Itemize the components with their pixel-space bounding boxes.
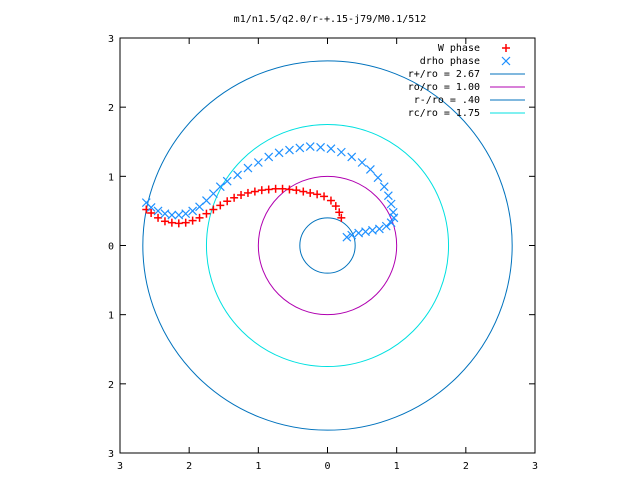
legend: W phase drho phase r+/ro = 2.67 ro/ro = 1.0… <box>408 43 525 119</box>
w-phase-point <box>174 219 183 228</box>
w-phase-point <box>160 217 169 226</box>
w-phase-point <box>195 213 204 222</box>
circles-layer <box>142 60 513 431</box>
y-tick-label: 2 <box>108 380 114 391</box>
w-phase-point <box>243 188 252 197</box>
drho-phase-point <box>202 196 211 205</box>
drho-phase-point <box>368 225 377 235</box>
w-phase-point <box>257 186 266 195</box>
drho-phase-point <box>153 206 163 216</box>
legend-marker-x <box>501 56 511 66</box>
y-tick-label: 2 <box>108 103 114 114</box>
y-tick-label: 1 <box>108 172 114 183</box>
x-tick-label: 2 <box>463 461 469 472</box>
drho-phase-point <box>357 158 367 167</box>
drho-phase-point <box>354 228 364 238</box>
legend-label: W phase <box>438 43 480 54</box>
x-tick-label: 3 <box>117 461 123 472</box>
circle-rc-ro-1-75 <box>205 123 450 368</box>
drho-phase-point <box>383 191 393 201</box>
w-phase-point <box>147 208 156 217</box>
circle-ro-ro-1-00 <box>257 175 398 316</box>
drho-phase-point <box>347 230 357 240</box>
w-phase-point <box>331 202 340 211</box>
w-phase-point <box>237 191 246 200</box>
w-phase-point <box>337 213 346 222</box>
legend-label: rc/ro = 1.75 <box>408 108 480 119</box>
y-tick-label: 1 <box>108 311 114 322</box>
drho-phase-point <box>347 152 357 162</box>
drho-phase-point <box>374 224 384 234</box>
w-phase-point <box>250 187 259 196</box>
drho-phase-point <box>167 210 177 220</box>
y-tick-label: 3 <box>108 34 114 45</box>
drho-phase-point <box>342 232 352 242</box>
drho-phase-point <box>233 170 243 180</box>
drho-phase-point <box>336 147 346 157</box>
drho-phase-point <box>274 148 284 158</box>
drho-phase-point <box>379 182 389 192</box>
drho-phase-point <box>285 145 294 155</box>
x-tick-label: 3 <box>532 461 538 472</box>
w-phase-point <box>264 185 273 194</box>
drho-phase-point <box>215 182 225 192</box>
w-phase-point <box>188 216 197 225</box>
drho-phase-point <box>386 199 396 209</box>
drho-phase-point <box>188 206 198 216</box>
w-phase-point <box>326 196 335 205</box>
drho-phase-point <box>208 189 218 199</box>
drho-phase-point <box>305 142 315 152</box>
w-phase-point <box>292 186 301 195</box>
x-tick-label: 0 <box>324 461 330 472</box>
points-layer <box>141 142 399 242</box>
w-phase-point <box>181 218 190 227</box>
w-phase-point <box>285 185 294 194</box>
legend-label: r-/ro = .40 <box>414 95 480 106</box>
drho-phase-point <box>386 218 396 228</box>
w-phase-point <box>154 213 163 222</box>
x-tick-label: 2 <box>186 461 192 472</box>
w-phase-point <box>209 205 218 214</box>
w-phase-point <box>306 188 315 197</box>
w-phase-point <box>313 190 322 199</box>
drho-phase-point <box>253 158 263 167</box>
drho-phase-point <box>295 143 305 153</box>
drho-phase-point <box>326 144 336 154</box>
w-phase-point <box>202 209 211 218</box>
drho-phase-point <box>389 213 399 223</box>
drho-phase-point <box>243 163 253 173</box>
w-phase-point <box>299 187 308 196</box>
drho-phase-point <box>174 210 184 220</box>
drho-phase-point <box>316 142 326 152</box>
w-phase-point <box>230 193 239 202</box>
drho-phase-point <box>181 209 191 219</box>
w-phase-point <box>216 201 225 210</box>
legend-label: r+/ro = 2.67 <box>408 69 480 80</box>
drho-phase-point <box>381 221 391 231</box>
drho-phase-point <box>365 164 375 174</box>
w-phase-point <box>271 184 280 193</box>
w-phase-point <box>320 192 329 201</box>
x-tick-label: 1 <box>255 461 261 472</box>
y-tick-label: 3 <box>108 449 114 460</box>
w-phase-point <box>278 184 287 193</box>
drho-phase-point <box>361 227 370 237</box>
drho-phase-point <box>373 173 383 183</box>
legend-label: ro/ro = 1.00 <box>408 82 480 93</box>
w-phase-point <box>223 197 232 206</box>
y-tick-label: 0 <box>108 242 114 253</box>
w-phase-point <box>335 208 344 217</box>
circle-r-ro-2-67 <box>142 60 513 431</box>
drho-phase-point <box>264 152 274 162</box>
drho-phase-point <box>222 176 232 186</box>
drho-phase-point <box>160 209 170 219</box>
chart-title: m1/n1.5/q2.0/r-+.15-j79/M0.1/512 <box>234 14 427 25</box>
circle-r-ro-40 <box>299 217 356 274</box>
legend-label: drho phase <box>420 56 480 67</box>
x-tick-label: 1 <box>394 461 400 472</box>
drho-phase-point <box>146 203 156 212</box>
w-phase-point <box>167 218 176 227</box>
